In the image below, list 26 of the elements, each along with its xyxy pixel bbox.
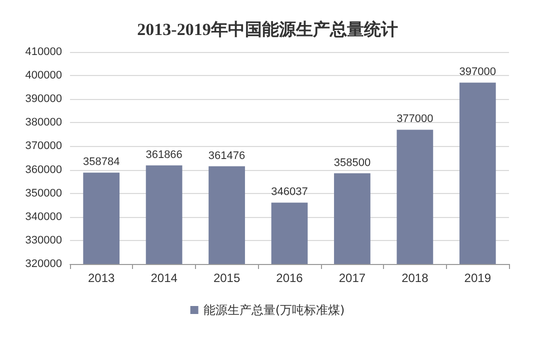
data-label: 361476 bbox=[208, 150, 246, 162]
x-tick-label: 2018 bbox=[402, 271, 429, 285]
data-label: 358500 bbox=[334, 156, 371, 169]
y-tick-label: 390000 bbox=[25, 93, 62, 106]
legend-label: 能源生产总量(万吨标准煤) bbox=[203, 303, 345, 317]
x-tick-label: 2017 bbox=[338, 271, 366, 285]
y-tick-label: 320000 bbox=[25, 258, 62, 270]
x-tick-label: 2014 bbox=[150, 271, 178, 285]
data-label: 346037 bbox=[271, 186, 308, 198]
y-tick-label: 400000 bbox=[25, 70, 62, 82]
x-tick-label: 2016 bbox=[276, 271, 304, 285]
data-label: 361866 bbox=[146, 148, 182, 161]
x-tick-label: 2019 bbox=[464, 271, 492, 285]
data-label: 377000 bbox=[396, 113, 434, 126]
y-tick-label: 350000 bbox=[25, 187, 62, 200]
data-label: 397000 bbox=[459, 66, 496, 78]
y-tick-label: 410000 bbox=[25, 46, 62, 58]
y-tick-label: 330000 bbox=[25, 234, 62, 246]
y-tick-label: 370000 bbox=[25, 140, 62, 152]
x-tick-label: 2015 bbox=[213, 271, 240, 285]
data-label: 358784 bbox=[83, 156, 120, 168]
x-tick-label: 2013 bbox=[88, 271, 116, 285]
y-tick-label: 380000 bbox=[25, 116, 62, 129]
y-tick-label: 360000 bbox=[25, 164, 62, 176]
y-tick-label: 340000 bbox=[25, 210, 62, 223]
chart-title: 2013-2019年中国能源生产总量统计 bbox=[137, 20, 398, 39]
